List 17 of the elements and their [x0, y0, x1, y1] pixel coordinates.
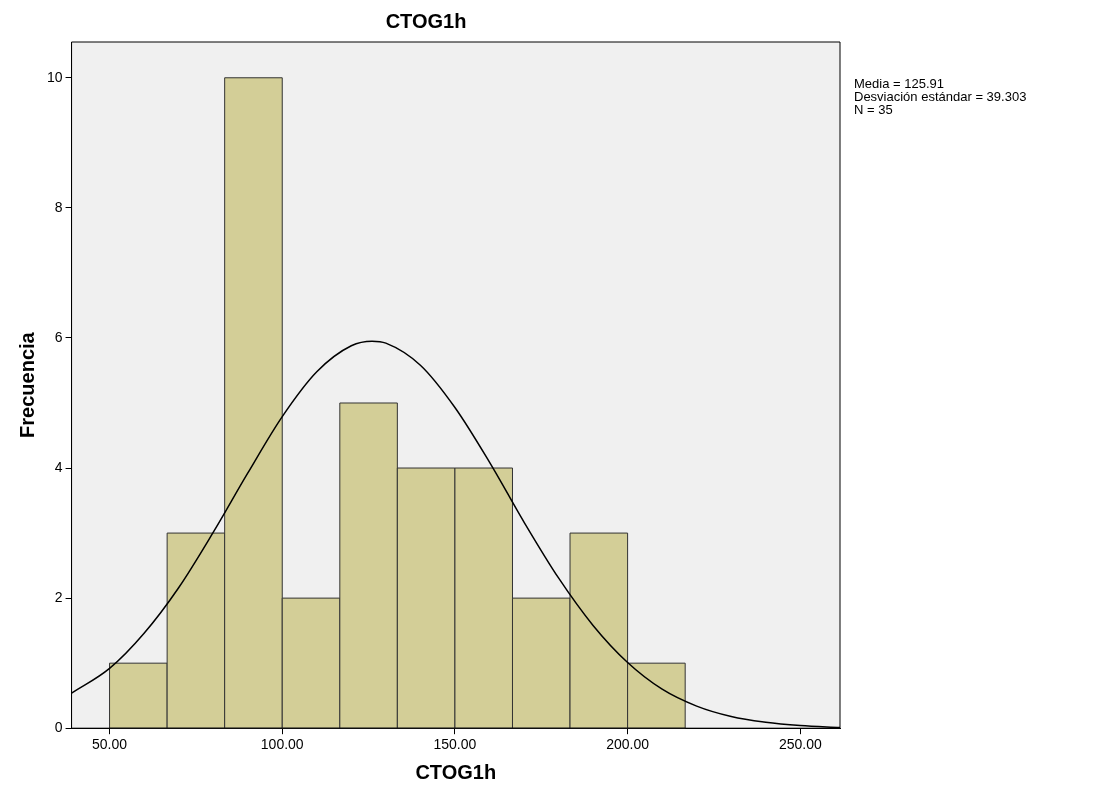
y-tick-label: 10	[46, 68, 63, 85]
y-tick-label: 0	[54, 719, 63, 736]
x-axis-title: CTOG1h	[415, 760, 497, 783]
x-tick-label: 150.00	[433, 736, 477, 753]
text: N = 35	[854, 102, 893, 118]
text: Media = 125.91	[854, 76, 944, 92]
x-tick-label: 50.00	[92, 736, 128, 753]
y-tick-label: 2	[54, 588, 63, 605]
chart-title: CTOG1h	[385, 9, 467, 32]
y-axis-title: Frecuencia	[15, 331, 38, 438]
x-tick-label: 250.00	[778, 736, 822, 753]
y-tick-label: 6	[54, 328, 63, 345]
x-tick-label: 100.00	[260, 736, 304, 753]
x-tick-label: 200.00	[606, 736, 650, 753]
y-tick-label: 4	[54, 458, 63, 475]
y-tick-label: 8	[54, 198, 63, 215]
text: Desviación estándar = 39.303	[854, 89, 1027, 105]
